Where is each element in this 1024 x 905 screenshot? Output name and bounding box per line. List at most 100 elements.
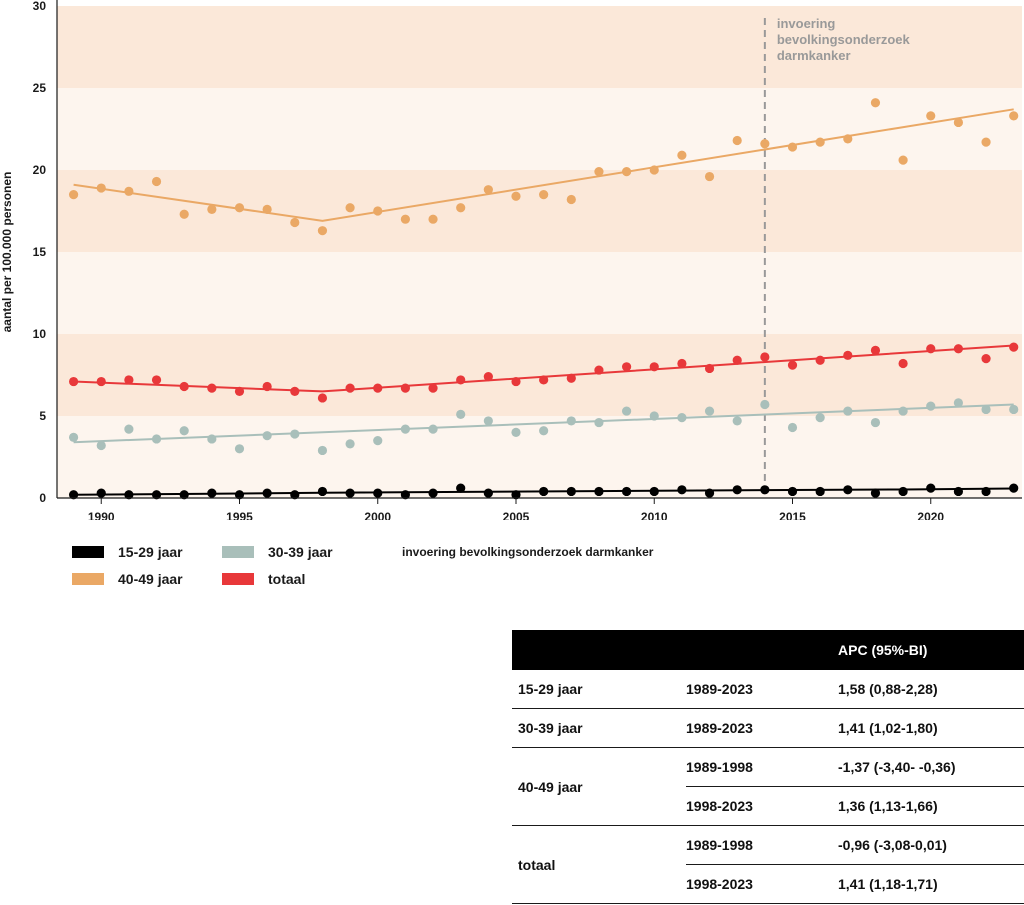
data-point-40-49-jaar (68, 190, 79, 200)
data-point-15-29-jaar (677, 485, 687, 495)
table-row: 1998-2023 1,41 (1,18-1,71) (512, 864, 1024, 904)
data-point-totaal (179, 381, 189, 392)
data-point-30-39-jaar (704, 406, 715, 416)
data-point-30-39-jaar (511, 427, 521, 437)
trend-line-totaal (73, 344, 1014, 393)
data-point-30-39-jaar (68, 432, 79, 442)
legend-label-30-39: 30-39 jaar (268, 544, 333, 560)
table-row: 15-29 jaar 1989-2023 1,58 (0,88-2,28) (512, 670, 1024, 709)
data-point-15-29-jaar (760, 485, 770, 495)
data-point-totaal (926, 344, 936, 354)
data-point-30-39-jaar (456, 409, 466, 419)
x-tick-label: 1990 (88, 510, 115, 520)
data-point-15-29-jaar (345, 488, 355, 498)
data-point-15-29-jaar (704, 488, 715, 498)
data-point-15-29-jaar (511, 490, 521, 500)
data-point-totaal (594, 365, 604, 375)
data-point-30-39-jaar (317, 445, 328, 456)
data-point-15-29-jaar (926, 483, 936, 493)
data-point-totaal (400, 383, 410, 393)
data-point-totaal (456, 375, 466, 385)
legend-swatch-30-39 (222, 546, 254, 558)
x-tick-label: 2015 (779, 510, 806, 520)
legend-item-30-39: 30-39 jaar (222, 543, 402, 561)
data-point-30-39-jaar (981, 404, 991, 415)
table-cell-period: 1989-2023 (686, 708, 826, 748)
data-point-totaal (428, 383, 438, 393)
y-axis-label: aantal per 100.000 personen (0, 172, 14, 333)
data-point-totaal (621, 362, 632, 372)
data-point-15-29-jaar (539, 486, 549, 497)
legend-label-15-29: 15-29 jaar (118, 544, 183, 560)
data-point-40-49-jaar (511, 191, 521, 201)
table-row: 40-49 jaar 1989-1998 -1,37 (-3,40- -0,36… (512, 747, 1024, 826)
data-point-totaal (207, 383, 217, 393)
data-point-40-49-jaar (594, 167, 604, 177)
legend-note-screening: invoering bevolkingsonderzoek darmkanker (402, 543, 722, 561)
annotation-label: darmkanker (777, 48, 851, 63)
table-cell-apc: 1,36 (1,13-1,66) (826, 786, 1024, 826)
data-point-30-39-jaar (539, 426, 549, 436)
data-point-40-49-jaar (843, 134, 853, 144)
data-point-30-39-jaar (207, 434, 217, 444)
data-point-15-29-jaar (151, 490, 162, 500)
data-point-15-29-jaar (483, 488, 493, 498)
x-tick-label: 2010 (641, 510, 668, 520)
apc-header-empty-1 (512, 630, 686, 670)
background-bands (57, 6, 1022, 498)
data-point-30-39-jaar (428, 424, 438, 434)
data-point-15-29-jaar (290, 490, 300, 500)
apc-table-header-row: APC (95%-BI) (512, 630, 1024, 670)
data-point-totaal (373, 383, 383, 393)
data-point-30-39-jaar (400, 424, 410, 434)
background-band (57, 416, 1022, 498)
legend-item-totaal: totaal (222, 570, 402, 588)
data-point-15-29-jaar (179, 490, 189, 500)
data-point-15-29-jaar (843, 485, 853, 495)
data-point-30-39-jaar (345, 439, 355, 449)
y-tick-label: 0 (39, 491, 46, 505)
data-point-40-49-jaar (981, 137, 991, 147)
data-point-totaal (290, 386, 300, 396)
data-point-totaal (843, 350, 853, 360)
data-point-totaal (96, 376, 106, 387)
table-row: 30-39 jaar 1989-2023 1,41 (1,02-1,80) (512, 708, 1024, 748)
data-point-15-29-jaar (621, 486, 632, 497)
data-point-totaal (981, 354, 991, 364)
data-point-15-29-jaar (981, 486, 991, 497)
data-point-40-49-jaar (926, 111, 936, 121)
data-point-15-29-jaar (400, 490, 410, 500)
legend-item-15-29: 15-29 jaar (72, 543, 222, 561)
trend-line-40-49-jaar (73, 108, 1014, 222)
data-point-totaal (511, 376, 521, 387)
data-point-15-29-jaar (428, 488, 438, 498)
data-point-totaal (262, 381, 272, 392)
data-point-totaal (704, 363, 715, 374)
data-point-30-39-jaar (373, 436, 383, 446)
data-point-40-49-jaar (124, 186, 134, 196)
data-point-totaal (483, 372, 493, 382)
data-point-totaal (953, 344, 964, 354)
data-point-30-39-jaar (179, 426, 189, 436)
data-point-totaal (732, 355, 742, 365)
data-point-30-39-jaar (1009, 404, 1019, 415)
data-point-40-49-jaar (787, 142, 798, 152)
data-point-15-29-jaar (594, 486, 604, 497)
legend-label-totaal: totaal (268, 571, 306, 587)
data-point-40-49-jaar (456, 203, 466, 213)
axes (56, 0, 1022, 499)
data-point-40-49-jaar (539, 190, 549, 200)
background-band (57, 252, 1022, 334)
data-point-40-49-jaar (815, 137, 825, 147)
x-tick-label: 2000 (364, 510, 391, 520)
table-row: totaal 1989-1998 -0,96 (-3,08-0,01) (512, 825, 1024, 904)
table-cell-apc: -1,37 (-3,40- -0,36) (826, 747, 1024, 787)
data-point-totaal (815, 355, 825, 365)
data-point-30-39-jaar (732, 416, 742, 426)
table-cell-group: 40-49 jaar (512, 747, 686, 826)
table-cell-period: 1989-2023 (686, 670, 826, 709)
data-point-15-29-jaar (1009, 483, 1019, 493)
y-tick-label: 10 (33, 327, 47, 341)
data-point-40-49-jaar (345, 203, 355, 213)
